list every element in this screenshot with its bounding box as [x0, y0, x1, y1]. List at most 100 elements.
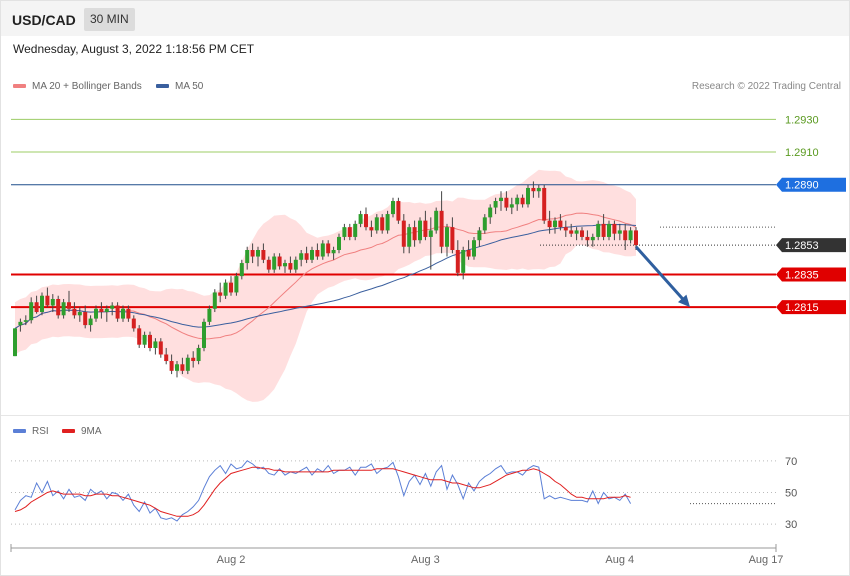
candle-body [234, 276, 239, 293]
x-tick-label: Aug 4 [605, 554, 634, 566]
candle [185, 354, 190, 375]
candle-body [396, 201, 401, 221]
legend-ma50: MA 50 [156, 81, 203, 92]
legend-9ma-swatch [62, 429, 75, 434]
candle-body [266, 259, 271, 270]
candle [401, 214, 406, 254]
candle [569, 223, 574, 237]
candle [574, 227, 579, 241]
candle [164, 347, 169, 365]
candle [320, 240, 325, 260]
candle-body [580, 230, 584, 237]
candle [283, 259, 287, 273]
legend-ma20-label: MA 20 + Bollinger Bands [32, 81, 142, 92]
candle [137, 325, 142, 348]
candle [342, 223, 347, 241]
price-badge [776, 267, 846, 282]
rsi-tick-label: 70 [785, 456, 797, 468]
legend-rsi-label: RSI [32, 426, 49, 437]
x-tick-label: Aug 2 [217, 554, 246, 566]
candle-body [563, 227, 568, 231]
candle [493, 197, 498, 215]
legend-ma20: MA 20 + Bollinger Bands [13, 81, 142, 92]
candle [142, 331, 147, 348]
candle [596, 220, 601, 241]
candle [94, 305, 98, 322]
candle [218, 282, 223, 303]
candle-body [283, 263, 287, 267]
candle-body [634, 230, 638, 246]
candle [169, 354, 174, 375]
candle [13, 328, 17, 357]
candle [628, 227, 633, 244]
candle [293, 256, 298, 273]
candle-body [385, 214, 390, 231]
candle-body [342, 227, 347, 237]
candle-body [18, 321, 23, 326]
candle-body [169, 361, 174, 371]
candle [158, 338, 163, 358]
candle-body [72, 308, 77, 316]
candle [547, 210, 552, 234]
candle-body [310, 250, 314, 260]
candle-body [256, 250, 260, 257]
candle [234, 272, 239, 296]
candle-body [104, 308, 109, 313]
candle-body [607, 223, 611, 237]
candle [223, 279, 228, 299]
candle [272, 253, 277, 273]
candle-body [428, 230, 433, 237]
candle-body [477, 230, 482, 241]
candle-body [547, 220, 552, 228]
candle-body [601, 223, 606, 237]
candle-body [34, 302, 39, 313]
candle-body [137, 328, 142, 345]
candle [347, 223, 352, 241]
candle [526, 184, 530, 208]
candle-body [83, 312, 88, 326]
candle [326, 240, 331, 257]
candle [623, 223, 628, 250]
candle [229, 276, 233, 296]
candle [353, 220, 358, 241]
candle [488, 204, 493, 224]
candle-body [617, 230, 622, 234]
candle [131, 315, 136, 332]
candle [153, 338, 158, 355]
candle-body [272, 256, 277, 270]
candle-body [536, 187, 541, 192]
candle [72, 302, 77, 319]
candle-body [347, 227, 352, 237]
candle [472, 236, 476, 260]
candle [175, 361, 179, 378]
candle-body [331, 250, 336, 254]
candle [331, 246, 336, 260]
candle [34, 295, 39, 314]
candle [148, 331, 152, 352]
candle [315, 243, 320, 260]
candle-body [67, 302, 71, 309]
price-badge [776, 238, 846, 253]
candle-body [493, 201, 498, 208]
candle [634, 227, 638, 250]
x-tick-label: Aug 17 [749, 554, 784, 566]
candle-body [131, 318, 136, 329]
candle [515, 194, 520, 211]
candle [277, 253, 282, 270]
candle [196, 344, 201, 365]
candle-body [418, 220, 422, 241]
candle [364, 207, 368, 231]
candle [104, 305, 109, 322]
candle [617, 223, 622, 241]
candle [29, 297, 34, 324]
candle-body [590, 236, 595, 241]
candle [407, 223, 412, 254]
candle-body [288, 263, 293, 270]
candle-body [434, 210, 439, 231]
bollinger-band [15, 169, 636, 402]
timeframe-badge[interactable]: 30 MIN [84, 8, 135, 31]
price-label: 1.2890 [785, 180, 819, 192]
candle [88, 315, 93, 332]
candle [288, 256, 293, 273]
candle-body [250, 250, 255, 257]
